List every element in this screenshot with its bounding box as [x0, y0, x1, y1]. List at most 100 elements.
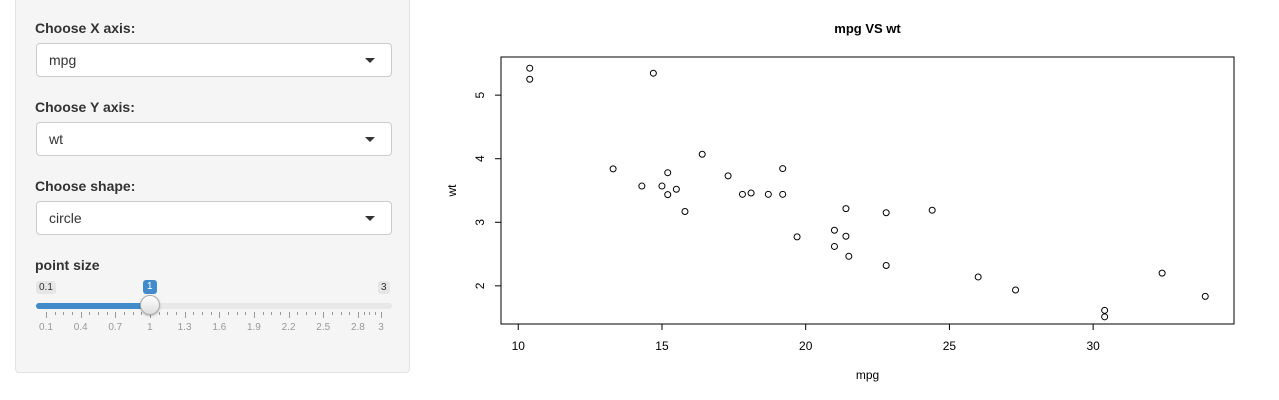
slider-tick-label: 0.4 [73, 322, 88, 333]
scatter-plot: mpg VS wt mpg wt 10 15 20 25 30 2 3 4 5 [440, 0, 1279, 400]
data-point [724, 172, 732, 180]
slider-minor-tick [271, 312, 273, 315]
point-size-slider: 0.1 3 1 0.1 0.4 0.7 1 1.3 1.6 1.9 2.2 2.5 2.8 3 [16, 0, 411, 374]
slider-track-fill [36, 303, 150, 309]
slider-value-label: 1 [142, 280, 157, 294]
slider-handle[interactable] [139, 295, 160, 315]
x-axis-select-value: mpg [49, 52, 77, 68]
data-point [764, 190, 772, 198]
chevron-down-icon [365, 58, 375, 63]
slider-major-tick [381, 312, 382, 318]
slider-major-tick [323, 312, 325, 318]
data-point [1101, 313, 1109, 321]
slider-major-tick [357, 312, 359, 318]
data-point [1201, 292, 1209, 300]
slider-min-label: 0.1 [36, 281, 56, 294]
slider-minor-tick [193, 312, 195, 315]
chevron-down-icon [365, 137, 375, 142]
point-size-label: point size [35, 257, 100, 273]
slider-major-tick [80, 312, 82, 318]
slider-track[interactable] [36, 303, 392, 309]
data-point [928, 206, 936, 214]
slider-minor-tick [106, 312, 108, 315]
y-axis-select-value: wt [49, 131, 63, 147]
slider-max-label: 3 [378, 281, 390, 294]
slider-tick-label: 0.7 [108, 322, 123, 333]
sidebar-panel: Choose X axis: mpg Choose Y axis: wt Cho… [15, 0, 410, 373]
x-axis-label: mpg [856, 368, 879, 382]
slider-minor-tick [363, 312, 365, 315]
data-point [638, 182, 646, 190]
x-tick-label: 20 [799, 339, 813, 353]
slider-major-tick [288, 312, 290, 318]
chevron-down-icon [365, 216, 375, 221]
x-axis-label: Choose X axis: [35, 20, 136, 36]
slider-minor-tick [123, 312, 125, 315]
slider-minor-tick [141, 312, 143, 315]
slider-major-tick [184, 312, 186, 318]
y-axis-select[interactable]: wt [36, 122, 392, 156]
y-tick-label: 5 [473, 91, 487, 98]
data-point [845, 252, 853, 260]
data-point [698, 150, 706, 158]
slider-minor-tick [201, 312, 203, 315]
slider-major-tick [46, 312, 47, 318]
slider-minor-tick [167, 312, 169, 315]
y-axis-label: Choose Y axis: [35, 99, 135, 115]
shape-select[interactable]: circle [36, 201, 392, 235]
slider-tick-label: 1.9 [246, 322, 261, 333]
plot-frame [500, 56, 1235, 325]
data-point [793, 233, 801, 241]
x-tick-label: 10 [512, 339, 526, 353]
slider-tick-label: 2.5 [316, 322, 331, 333]
data-point [1158, 269, 1166, 277]
slider-tick-label: 1.3 [177, 322, 192, 333]
slider-minor-tick [236, 312, 238, 315]
plot-svg: mpg VS wt mpg wt 10 15 20 25 30 2 3 4 5 [445, 21, 1235, 382]
data-point [747, 189, 755, 197]
data-point [882, 262, 890, 270]
slider-minor-tick [175, 312, 177, 315]
slider-tick-label: 2.8 [350, 322, 365, 333]
y-axis-label: wt [445, 184, 459, 198]
x-axis-select[interactable]: mpg [36, 43, 392, 77]
slider-tick-label: 0.1 [39, 322, 53, 333]
slider-tick-label: 1 [147, 322, 153, 333]
data-point [842, 232, 850, 240]
slider-minor-tick [132, 312, 134, 315]
slider-minor-tick [89, 312, 91, 315]
data-point [882, 209, 890, 217]
x-tick-label: 30 [1086, 339, 1100, 353]
slider-minor-tick [63, 312, 65, 315]
slider-minor-tick [279, 312, 281, 315]
data-point [1101, 306, 1109, 314]
data-point [526, 64, 534, 72]
data-point [664, 169, 672, 177]
data-point [830, 226, 838, 234]
y-tick-label: 4 [473, 155, 487, 162]
data-point [526, 75, 534, 83]
slider-minor-tick [262, 312, 264, 315]
slider-minor-tick [297, 312, 299, 315]
slider-major-tick [253, 312, 255, 318]
slider-minor-tick [210, 312, 212, 315]
data-point [672, 185, 680, 193]
slider-minor-tick [331, 312, 333, 315]
slider-minor-tick [158, 312, 160, 315]
data-point [779, 190, 787, 198]
slider-minor-tick [227, 312, 229, 315]
slider-tick-label: 2.2 [281, 322, 296, 333]
slider-major-tick [219, 312, 221, 318]
data-point [842, 205, 850, 213]
data-point [649, 69, 657, 77]
slider-minor-tick [305, 312, 307, 315]
slider-tick-label: 3 [378, 322, 384, 333]
slider-minor-tick [54, 312, 56, 315]
slider-minor-tick [369, 312, 371, 315]
x-tick-label: 15 [655, 339, 669, 353]
shape-label: Choose shape: [35, 178, 136, 194]
data-point [664, 191, 672, 199]
data-point [974, 273, 982, 281]
slider-minor-tick [340, 312, 342, 315]
data-point [681, 207, 689, 215]
